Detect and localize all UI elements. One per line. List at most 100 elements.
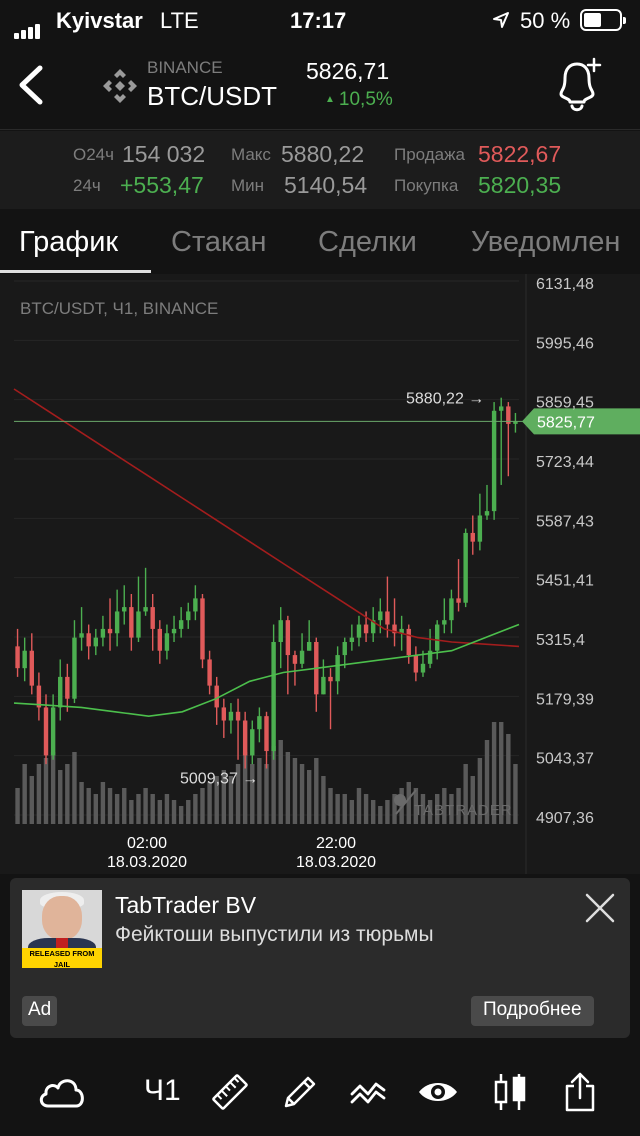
volume-bar xyxy=(136,794,141,824)
y-tick-label: 5587,43 xyxy=(536,513,594,530)
close-icon[interactable] xyxy=(584,892,616,924)
cloud-icon[interactable] xyxy=(36,1072,88,1112)
share-icon[interactable] xyxy=(560,1072,600,1112)
high-marker: 5880,22 → xyxy=(406,391,484,408)
ad-image-caption: RELEASED FROM JAIL xyxy=(22,948,102,968)
battery-icon xyxy=(580,9,626,31)
tab-chart[interactable]: График xyxy=(19,226,119,258)
buy-label: Покупка xyxy=(394,176,459,195)
candle-body xyxy=(207,659,212,686)
volume-bar xyxy=(363,794,369,824)
x-tick-date: 18.03.2020 xyxy=(296,854,376,871)
bottom-toolbar: Ч1 xyxy=(0,1048,640,1136)
ad-image[interactable]: RELEASED FROM JAIL xyxy=(22,890,102,968)
candle-body xyxy=(292,655,298,664)
volume-bar xyxy=(72,752,77,824)
ad-banner[interactable]: RELEASED FROM JAIL TabTrader BV Фейктоши… xyxy=(10,878,630,1038)
volume-bar xyxy=(171,800,177,824)
ad-badge: Ad xyxy=(22,996,58,1026)
volume-bar xyxy=(513,764,518,824)
volume-bar xyxy=(186,800,191,824)
volume-bar xyxy=(93,794,99,824)
volume-bar xyxy=(491,722,497,824)
candle-body xyxy=(235,711,241,721)
tab-trades[interactable]: Сделки xyxy=(318,226,417,258)
add-alert-bell-icon[interactable] xyxy=(548,54,608,118)
volume-bar xyxy=(79,782,84,824)
y-tick-label: 5315,4 xyxy=(536,632,585,649)
volume-bar xyxy=(306,770,312,824)
volume-bar xyxy=(342,794,347,824)
volume-bar xyxy=(292,758,298,824)
volume-bar xyxy=(157,800,163,824)
candle-body xyxy=(136,611,141,638)
volume-bar xyxy=(86,788,91,824)
volume-bar xyxy=(370,800,376,824)
candle-body xyxy=(278,620,283,642)
candle-body xyxy=(356,624,362,638)
pair-name: BTC/USDT xyxy=(147,81,277,111)
volume-bar xyxy=(463,764,468,824)
active-tab-indicator xyxy=(0,270,151,273)
carrier-name: Kyivstar xyxy=(56,8,143,33)
candle-body xyxy=(171,628,177,634)
volume-bar xyxy=(200,788,205,824)
price-chart[interactable]: BTC/USDT, Ч1, BINANCE 5825,77 5880,22 → 500… xyxy=(0,274,640,874)
candle-body xyxy=(214,685,219,708)
volume-label: О24ч xyxy=(73,145,114,164)
candle-body xyxy=(385,611,390,625)
indicators-icon[interactable] xyxy=(348,1072,388,1112)
candle-body xyxy=(413,655,419,673)
tab-order-book[interactable]: Стакан xyxy=(171,226,267,258)
x-tick-time: 22:00 xyxy=(316,835,356,852)
timeframe-button[interactable]: Ч1 xyxy=(144,1074,181,1107)
volume-bar xyxy=(449,794,454,824)
candle-body xyxy=(36,685,42,708)
candle-body xyxy=(15,646,20,669)
current-price-label: 5825,77 xyxy=(537,414,595,431)
volume-bar xyxy=(278,740,283,824)
ad-title[interactable]: TabTrader BV xyxy=(115,892,257,918)
candle-body xyxy=(65,676,70,699)
candles-icon[interactable] xyxy=(490,1072,530,1112)
clock: 17:17 xyxy=(290,8,347,33)
eye-icon[interactable] xyxy=(416,1072,460,1112)
candle-body xyxy=(463,532,468,603)
volume-bar xyxy=(349,800,355,824)
y-tick-label: 6131,48 xyxy=(536,276,594,293)
binance-logo-icon xyxy=(103,69,137,103)
volume-bar xyxy=(406,782,411,824)
volume-bar xyxy=(328,788,333,824)
candle-body xyxy=(193,598,198,612)
back-icon[interactable] xyxy=(12,60,52,110)
candle-body xyxy=(477,515,483,542)
chart-title: BTC/USDT, Ч1, BINANCE xyxy=(20,299,218,318)
volume-bar xyxy=(214,776,219,824)
candle-body xyxy=(321,676,326,695)
tab-bar: График Стакан Сделки Уведомлен xyxy=(0,210,640,274)
candle-body xyxy=(449,598,454,621)
volume-bar xyxy=(43,758,49,824)
candle-body xyxy=(107,628,113,634)
ruler-icon[interactable] xyxy=(210,1072,250,1112)
ad-details-button[interactable]: Подробнее xyxy=(471,996,594,1026)
candle-body xyxy=(178,620,184,629)
x-tick-time: 02:00 xyxy=(127,835,167,852)
volume-bar xyxy=(385,800,390,824)
volume-bar xyxy=(484,740,490,824)
chart-canvas[interactable]: BTC/USDT, Ч1, BINANCE 5825,77 5880,22 → 500… xyxy=(0,274,640,874)
min-value: 5140,54 xyxy=(284,172,368,198)
exchange-name: BINANCE xyxy=(147,58,223,77)
volume-bar xyxy=(477,758,483,824)
y-tick-label: 4907,36 xyxy=(536,810,594,827)
volume-bar xyxy=(143,788,148,824)
ad-text[interactable]: Фейктоши выпустили из тюрьмы xyxy=(115,923,434,946)
volume-bar xyxy=(221,770,227,824)
candle-body xyxy=(100,628,106,638)
candle-body xyxy=(434,624,440,651)
candle-body xyxy=(399,628,404,634)
tab-alerts[interactable]: Уведомлен xyxy=(471,226,621,258)
volume-bar xyxy=(378,806,383,824)
y-tick-label: 5723,44 xyxy=(536,454,594,471)
pencil-icon[interactable] xyxy=(280,1072,320,1112)
